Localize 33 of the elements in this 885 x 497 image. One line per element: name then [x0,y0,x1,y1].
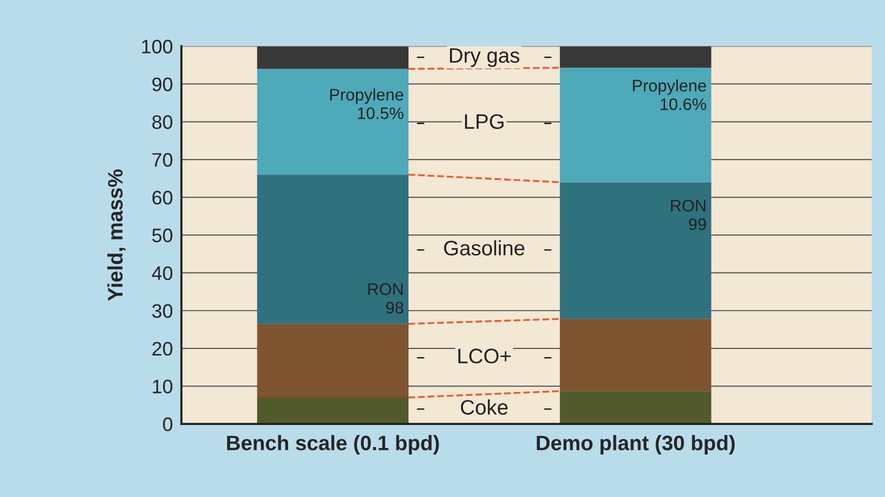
series-label: Dry gas [450,48,520,67]
y-tick-label: 60 [152,190,172,205]
y-axis-title: Yield, mass% [107,169,126,301]
y-tick-label: 40 [152,266,172,280]
series-label: Gasoline [444,240,524,256]
y-tick-label: 50 [152,228,172,242]
bar [560,318,712,392]
bar [257,68,408,175]
annotation: RON 98 [368,283,404,314]
bar [560,46,712,68]
text: Coke [460,399,508,415]
x-tick-label: Bench scale (0.1 bpd) [227,435,439,454]
y-tick-label: 80 [152,115,172,129]
y-tick-label: 10 [152,380,172,394]
y-tick-label: 100 [142,40,172,54]
y-tick-label: 0 [163,417,172,432]
y-tick-label: 30 [152,304,172,318]
annotation: Propylene 10.6% [633,79,706,110]
bar [257,398,408,424]
x-tick-label: Demo plant (30 bpd) [536,435,735,454]
y-tick-label: 20 [152,342,172,356]
bar [257,46,408,69]
text: LCO+ [458,348,511,364]
text: LPG [465,114,504,129]
y-tick-label: 70 [152,153,172,167]
bar [560,182,712,319]
bar [257,174,408,324]
bar [560,391,712,424]
bar [560,68,712,182]
annotation: Propylene 10.5% [330,88,404,120]
annotation: RON 99 [671,200,706,230]
bar [257,324,408,398]
y-tick-label: 90 [152,77,172,92]
